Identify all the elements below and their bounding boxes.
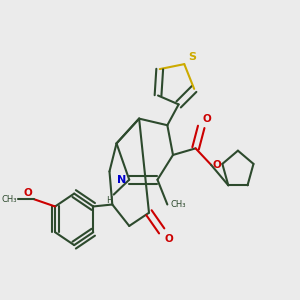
Text: N: N bbox=[117, 175, 126, 185]
Text: CH₃: CH₃ bbox=[2, 195, 17, 204]
Text: O: O bbox=[164, 234, 173, 244]
Text: S: S bbox=[188, 52, 196, 62]
Text: O: O bbox=[212, 160, 221, 170]
Text: H: H bbox=[106, 196, 112, 205]
Text: CH₃: CH₃ bbox=[170, 200, 186, 209]
Text: O: O bbox=[24, 188, 32, 198]
Text: O: O bbox=[202, 114, 211, 124]
